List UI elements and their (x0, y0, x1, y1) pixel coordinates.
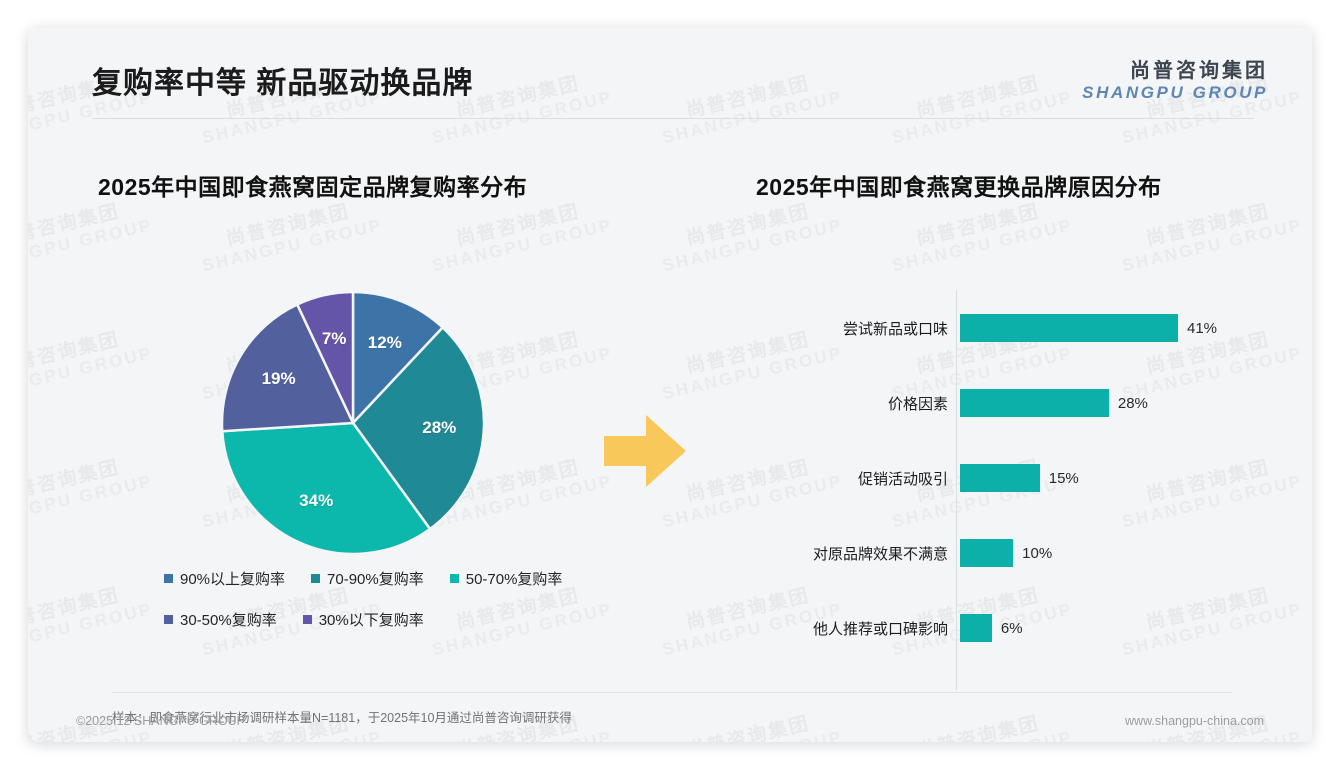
bar-category-label: 对原品牌效果不满意 (812, 545, 948, 563)
pie-chart: 12% 28% 34% 19% 7% (220, 290, 486, 556)
bar-chart-axis (956, 290, 957, 690)
pie-chart-panel: 2025年中国即食燕窝固定品牌复购率分布 12% 28% 34% 19% 7% 90%以… (98, 168, 698, 688)
bar-chart-panel: 2025年中国即食燕窝更换品牌原因分布 尝试新品或口味 41% 价格因素 28% 促销活… (756, 168, 1276, 690)
legend-label: 30-50%复购率 (180, 612, 277, 629)
bar-category-label: 促销活动吸引 (857, 470, 948, 488)
bar-chart-title: 2025年中国即食燕窝更换品牌原因分布 (756, 174, 1162, 200)
bar-value-label: 41% (1187, 319, 1218, 337)
bar-row: 促销活动吸引 15% (756, 458, 1276, 498)
pie-legend: 90%以上复购率 70-90%复购率 50-70%复购率 30-50%复购率 30%以下… (164, 568, 684, 650)
legend-label: 50-70%复购率 (465, 571, 563, 588)
website-link[interactable]: www.shangpu-china.com (1125, 714, 1264, 728)
bar-row: 他人推荐或口碑影响 6% (756, 608, 1276, 648)
legend-row: 30-50%复购率 30%以下复购率 (164, 609, 684, 630)
pie-slice-label: 12% (367, 332, 402, 352)
pie-slice[interactable] (351, 325, 486, 531)
legend-label: 90%以上复购率 (180, 571, 286, 588)
pie-slice[interactable] (351, 290, 445, 427)
bar-chart: 尝试新品或口味 41% 价格因素 28% 促销活动吸引 15% 对原品牌效果不满意 10% 他人… (756, 290, 1276, 690)
pie-chart-title: 2025年中国即食燕窝固定品牌复购率分布 (98, 174, 528, 200)
brand-logo: 尚普咨询集团 SHANGPU GROUP (1082, 60, 1268, 103)
pie-chart-svg (220, 290, 486, 556)
legend-swatch-icon (164, 615, 173, 624)
legend-swatch-icon (311, 574, 321, 583)
bar-row: 价格因素 28% (756, 383, 1276, 423)
legend-swatch-icon (449, 574, 459, 583)
legend-swatch-icon (302, 615, 312, 624)
legend-item[interactable]: 70-90%复购率 (311, 568, 424, 589)
copyright-text: ©2025.12 SHANGPU GROUP (76, 714, 245, 728)
bar-fill[interactable] (960, 314, 1178, 342)
header-divider (92, 118, 1254, 119)
bar-category-label: 他人推荐或口碑影响 (812, 620, 948, 638)
legend-swatch-icon (164, 574, 173, 583)
bar-fill[interactable] (960, 464, 1040, 492)
bar-fill[interactable] (960, 389, 1109, 417)
logo-chinese-text: 尚普咨询集团 (1130, 60, 1268, 82)
logo-english-text: SHANGPU GROUP (1082, 83, 1268, 102)
legend-item[interactable]: 50-70%复购率 (449, 568, 563, 589)
legend-item[interactable]: 90%以上复购率 (164, 568, 285, 589)
pie-slice-label: 7% (321, 328, 347, 348)
bar-fill[interactable] (960, 539, 1014, 567)
pie-slice[interactable] (295, 290, 355, 424)
bar-category-label: 尝试新品或口味 (842, 320, 948, 338)
legend-item[interactable]: 30%以下复购率 (302, 609, 424, 630)
bar-value-label: 10% (1022, 544, 1053, 562)
pie-slice-label: 34% (299, 491, 334, 511)
bar-value-label: 15% (1048, 469, 1079, 487)
bar-row: 对原品牌效果不满意 10% (756, 533, 1276, 573)
legend-row: 90%以上复购率 70-90%复购率 50-70%复购率 (164, 568, 684, 589)
right-arrow-icon (604, 415, 686, 487)
bar-fill[interactable] (960, 614, 992, 642)
legend-label: 30%以下复购率 (318, 612, 424, 629)
sample-footnote: 样本：即食燕窝行业市场调研样本量N=1181，于2025年10月通过尚普咨询调研… (112, 711, 572, 725)
pie-slice-label: 28% (422, 418, 457, 438)
slide-footer: ©2025.12 SHANGPU GROUP www.shangpu-china… (28, 706, 1312, 742)
bar-row: 尝试新品或口味 41% (756, 308, 1276, 348)
pie-slice[interactable] (220, 421, 432, 556)
slide-card: 尚普咨询集团 SHANGPU GROUP 尚普咨询集团 SHANGPU GROUP 尚普… (28, 28, 1312, 742)
pie-slice[interactable] (220, 302, 355, 433)
bar-category-label: 价格因素 (887, 395, 948, 413)
pie-slice-label: 19% (261, 368, 296, 388)
bar-value-label: 6% (1000, 619, 1023, 637)
slide-header: 复购率中等 新品驱动换品牌 尚普咨询集团 SHANGPU GROUP (28, 28, 1312, 120)
footnote-divider (112, 692, 1232, 693)
legend-item[interactable]: 30-50%复购率 (164, 609, 277, 630)
page-title: 复购率中等 新品驱动换品牌 (92, 67, 474, 100)
bar-value-label: 28% (1117, 394, 1148, 412)
legend-label: 70-90%复购率 (327, 571, 424, 588)
